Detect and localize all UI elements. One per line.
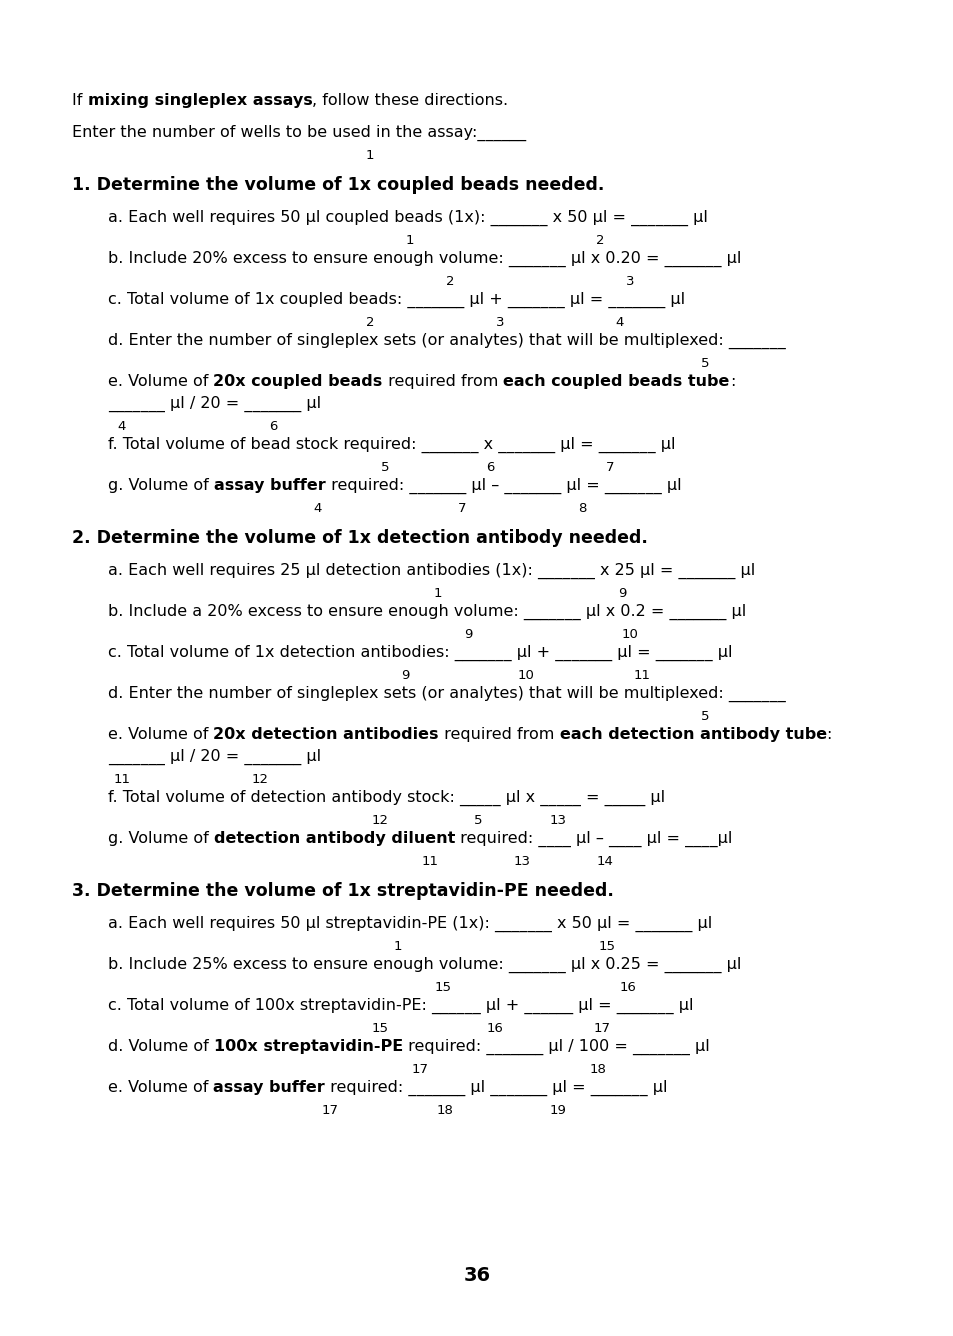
Text: 3: 3 bbox=[496, 317, 504, 329]
Text: 15: 15 bbox=[434, 981, 451, 994]
Text: required: _______ μl – _______ μl = _______ μl: required: _______ μl – _______ μl = ____… bbox=[325, 478, 680, 494]
Text: 10: 10 bbox=[517, 669, 534, 681]
Text: 17: 17 bbox=[411, 1063, 428, 1075]
Text: 1. Determine the volume of 1x coupled beads needed.: 1. Determine the volume of 1x coupled be… bbox=[71, 176, 604, 194]
Text: c. Total volume of 100x streptavidin-PE: ______ μl + ______ μl = _______ μl: c. Total volume of 100x streptavidin-PE:… bbox=[108, 998, 693, 1014]
Text: assay buffer: assay buffer bbox=[213, 1079, 325, 1096]
Text: 17: 17 bbox=[321, 1104, 338, 1117]
Text: b. Include 25% excess to ensure enough volume: _______ μl x 0.25 = _______ μl: b. Include 25% excess to ensure enough v… bbox=[108, 957, 740, 973]
Text: 1: 1 bbox=[434, 587, 442, 600]
Text: 10: 10 bbox=[621, 628, 638, 641]
Text: 1: 1 bbox=[365, 150, 374, 162]
Text: 5: 5 bbox=[700, 357, 708, 370]
Text: d. Enter the number of singleplex sets (or analytes) that will be multiplexed: _: d. Enter the number of singleplex sets (… bbox=[108, 685, 785, 703]
Text: Enter the number of wells to be used in the assay:______: Enter the number of wells to be used in … bbox=[71, 126, 525, 142]
Text: c. Total volume of 1x detection antibodies: _______ μl + _______ μl = _______ μl: c. Total volume of 1x detection antibodi… bbox=[108, 645, 732, 661]
Text: 2: 2 bbox=[365, 317, 374, 329]
Text: a. Each well requires 50 μl streptavidin-PE (1x): _______ x 50 μl = _______ μl: a. Each well requires 50 μl streptavidin… bbox=[108, 916, 712, 933]
Text: 3. Determine the volume of 1x streptavidin-PE needed.: 3. Determine the volume of 1x streptavid… bbox=[71, 882, 613, 900]
Text: , follow these directions.: , follow these directions. bbox=[312, 94, 508, 108]
Text: 1: 1 bbox=[405, 234, 414, 247]
Text: e. Volume of: e. Volume of bbox=[108, 1079, 213, 1096]
Text: 2: 2 bbox=[445, 275, 454, 289]
Text: 1: 1 bbox=[394, 941, 402, 953]
Text: If: If bbox=[71, 94, 88, 108]
Text: 16: 16 bbox=[618, 981, 636, 994]
Text: detection antibody diluent: detection antibody diluent bbox=[213, 831, 455, 846]
Text: 4: 4 bbox=[117, 420, 126, 433]
Text: 9: 9 bbox=[463, 628, 472, 641]
Text: d. Volume of: d. Volume of bbox=[108, 1039, 213, 1054]
Text: 5: 5 bbox=[380, 461, 389, 474]
Text: e. Volume of: e. Volume of bbox=[108, 374, 213, 389]
Text: required: _______ μl / 100 = _______ μl: required: _______ μl / 100 = _______ μl bbox=[403, 1039, 709, 1055]
Text: b. Include a 20% excess to ensure enough volume: _______ μl x 0.2 = _______ μl: b. Include a 20% excess to ensure enough… bbox=[108, 604, 745, 620]
Text: 9: 9 bbox=[400, 669, 409, 681]
Text: 13: 13 bbox=[549, 814, 566, 827]
Text: 16: 16 bbox=[486, 1022, 503, 1035]
Text: 3: 3 bbox=[625, 275, 634, 289]
Text: b. Include 20% excess to ensure enough volume: _______ μl x 0.20 = _______ μl: b. Include 20% excess to ensure enough v… bbox=[108, 251, 740, 267]
Text: 18: 18 bbox=[436, 1104, 453, 1117]
Text: :: : bbox=[729, 374, 734, 389]
Text: 13: 13 bbox=[513, 855, 530, 868]
Text: c. Total volume of 1x coupled beads: _______ μl + _______ μl = _______ μl: c. Total volume of 1x coupled beads: ___… bbox=[108, 293, 684, 309]
Text: g. Volume of: g. Volume of bbox=[108, 478, 213, 493]
Text: :: : bbox=[825, 727, 831, 741]
Text: 11: 11 bbox=[421, 855, 438, 868]
Text: 7: 7 bbox=[605, 461, 614, 474]
Text: 36: 36 bbox=[463, 1267, 490, 1285]
Text: 2: 2 bbox=[595, 234, 603, 247]
Text: _______ μl / 20 = _______ μl: _______ μl / 20 = _______ μl bbox=[108, 749, 321, 766]
Text: 6: 6 bbox=[269, 420, 277, 433]
Text: 20x detection antibodies: 20x detection antibodies bbox=[213, 727, 438, 741]
Text: each coupled beads tube: each coupled beads tube bbox=[503, 374, 729, 389]
Text: each detection antibody tube: each detection antibody tube bbox=[558, 727, 825, 741]
Text: 15: 15 bbox=[598, 941, 615, 953]
Text: 18: 18 bbox=[589, 1063, 606, 1075]
Text: 12: 12 bbox=[252, 774, 268, 786]
Text: f. Total volume of bead stock required: _______ x _______ μl = _______ μl: f. Total volume of bead stock required: … bbox=[108, 437, 675, 453]
Text: 5: 5 bbox=[474, 814, 482, 827]
Text: _______ μl / 20 = _______ μl: _______ μl / 20 = _______ μl bbox=[108, 395, 321, 413]
Text: required: _______ μl _______ μl = _______ μl: required: _______ μl _______ μl = ______… bbox=[325, 1079, 667, 1097]
Text: 8: 8 bbox=[578, 502, 585, 514]
Text: 15: 15 bbox=[371, 1022, 388, 1035]
Text: required: ____ μl – ____ μl = ____μl: required: ____ μl – ____ μl = ____μl bbox=[455, 831, 732, 847]
Text: mixing singleplex assays: mixing singleplex assays bbox=[88, 94, 312, 108]
Text: 9: 9 bbox=[618, 587, 625, 600]
Text: e. Volume of: e. Volume of bbox=[108, 727, 213, 741]
Text: a. Each well requires 50 μl coupled beads (1x): _______ x 50 μl = _______ μl: a. Each well requires 50 μl coupled bead… bbox=[108, 210, 707, 226]
Text: 11: 11 bbox=[113, 774, 131, 786]
Text: 12: 12 bbox=[371, 814, 388, 827]
Text: 5: 5 bbox=[700, 709, 708, 723]
Text: 2. Determine the volume of 1x detection antibody needed.: 2. Determine the volume of 1x detection … bbox=[71, 529, 647, 546]
Text: g. Volume of: g. Volume of bbox=[108, 831, 213, 846]
Text: 11: 11 bbox=[633, 669, 650, 681]
Text: 100x streptavidin-PE: 100x streptavidin-PE bbox=[213, 1039, 403, 1054]
Text: 14: 14 bbox=[596, 855, 613, 868]
Text: a. Each well requires 25 μl detection antibodies (1x): _______ x 25 μl = _______: a. Each well requires 25 μl detection an… bbox=[108, 562, 755, 580]
Text: required from: required from bbox=[382, 374, 503, 389]
Text: 6: 6 bbox=[485, 461, 494, 474]
Text: 4: 4 bbox=[616, 317, 623, 329]
Text: 19: 19 bbox=[549, 1104, 566, 1117]
Text: 4: 4 bbox=[314, 502, 322, 514]
Text: 7: 7 bbox=[457, 502, 466, 514]
Text: 20x coupled beads: 20x coupled beads bbox=[213, 374, 382, 389]
Text: required from: required from bbox=[438, 727, 558, 741]
Text: assay buffer: assay buffer bbox=[213, 478, 325, 493]
Text: 17: 17 bbox=[593, 1022, 610, 1035]
Text: f. Total volume of detection antibody stock: _____ μl x _____ = _____ μl: f. Total volume of detection antibody st… bbox=[108, 790, 664, 806]
Text: d. Enter the number of singleplex sets (or analytes) that will be multiplexed: _: d. Enter the number of singleplex sets (… bbox=[108, 333, 785, 349]
